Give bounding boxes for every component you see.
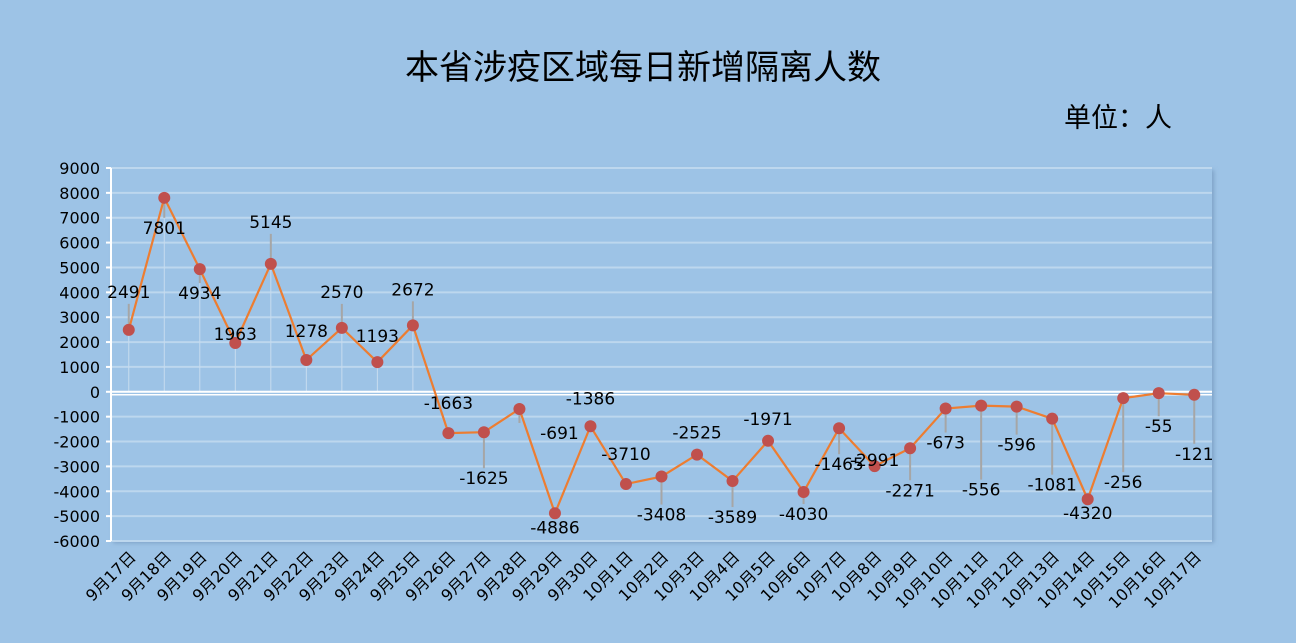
data-label: 1278 xyxy=(285,322,328,342)
data-label: -55 xyxy=(1145,417,1173,437)
data-point-marker xyxy=(1081,493,1094,506)
data-label: -4030 xyxy=(779,505,828,525)
data-point-marker xyxy=(904,442,917,455)
y-tick-label: 9000 xyxy=(59,159,100,178)
data-point-marker xyxy=(868,460,881,473)
y-tick-label: 2000 xyxy=(59,333,100,352)
y-tick-label: -1000 xyxy=(54,408,101,427)
data-point-marker xyxy=(691,448,704,461)
y-tick-label: -3000 xyxy=(54,457,101,476)
data-label: -2271 xyxy=(885,481,934,501)
data-label: 7801 xyxy=(143,219,186,239)
data-label: -2525 xyxy=(672,424,721,444)
y-tick-label: 5000 xyxy=(59,258,100,277)
category-gridlines xyxy=(128,197,414,392)
data-point-marker xyxy=(193,263,206,276)
data-label: -673 xyxy=(926,434,965,454)
data-point-marker xyxy=(1152,387,1165,400)
data-point-marker xyxy=(513,402,526,415)
data-label: -691 xyxy=(540,424,579,444)
data-point-marker xyxy=(477,426,490,439)
data-point-marker xyxy=(939,402,952,415)
data-point-marker xyxy=(1010,400,1023,413)
y-tick-label: 6000 xyxy=(59,234,100,253)
data-label: 4934 xyxy=(178,284,221,304)
y-tick-label: -6000 xyxy=(54,532,101,551)
data-point-marker xyxy=(1046,412,1059,425)
data-label: 5145 xyxy=(249,213,292,233)
data-point-marker xyxy=(797,486,810,499)
data-labels: 2491 7801 4934 1963 5145 1278 2570 1193 2672 -166… xyxy=(107,213,1213,538)
gridlines xyxy=(111,167,1212,542)
data-label: -2991 xyxy=(850,451,899,471)
data-label: -3589 xyxy=(708,508,757,528)
data-point-marker xyxy=(762,434,775,447)
data-label: -1625 xyxy=(459,469,508,489)
data-label: -3408 xyxy=(637,506,686,526)
data-point-marker xyxy=(975,399,988,412)
data-point-marker xyxy=(655,470,668,483)
data-label: -1971 xyxy=(743,410,792,430)
data-point-marker xyxy=(726,475,739,488)
data-label: -4886 xyxy=(530,518,579,538)
data-point-marker xyxy=(406,319,419,332)
y-tick-label: 7000 xyxy=(59,209,100,228)
y-tick-label: -2000 xyxy=(54,433,101,452)
data-label: -4320 xyxy=(1063,504,1112,524)
data-label: -1465 xyxy=(814,455,863,475)
y-tick-label: 3000 xyxy=(59,308,100,327)
data-point-marker xyxy=(619,478,632,491)
data-point-marker xyxy=(442,427,455,440)
unit-label: 单位：人 xyxy=(1064,103,1172,134)
y-tick-label: 8000 xyxy=(59,184,100,203)
data-label: 2570 xyxy=(320,283,363,303)
data-label: -121 xyxy=(1175,445,1214,465)
y-tick-label: -4000 xyxy=(54,482,101,501)
data-label: 2491 xyxy=(107,283,150,303)
y-tick-label: 4000 xyxy=(59,283,100,302)
data-point-marker xyxy=(229,336,242,349)
y-tick-label: -5000 xyxy=(54,507,101,526)
data-point-marker xyxy=(548,507,561,520)
chart-title: 本省涉疫区域每日新增隔离人数 xyxy=(405,48,881,88)
data-label: -596 xyxy=(997,436,1036,456)
data-label: -1386 xyxy=(566,389,615,409)
data-point-marker xyxy=(122,323,135,336)
data-label: -3710 xyxy=(601,445,650,465)
data-point-marker xyxy=(371,356,384,369)
y-tick-label: 1000 xyxy=(59,358,100,377)
data-point-marker xyxy=(1117,392,1130,405)
data-label: -256 xyxy=(1104,473,1143,493)
data-point-marker xyxy=(335,321,348,334)
data-point-marker xyxy=(300,354,313,367)
data-point-marker xyxy=(1188,388,1201,401)
data-markers xyxy=(122,191,1201,520)
y-tick-label: 0 xyxy=(90,383,100,402)
data-label: -556 xyxy=(962,481,1001,501)
data-label: -1081 xyxy=(1027,476,1076,496)
data-point-marker xyxy=(264,257,277,270)
data-label: 2672 xyxy=(391,280,434,300)
data-point-marker xyxy=(158,191,171,204)
data-label: 1963 xyxy=(214,325,257,345)
data-point-marker xyxy=(833,422,846,435)
data-label: -1663 xyxy=(424,394,473,414)
y-axis: 9000 8000 7000 6000 5000 4000 3000 2000 1000 0 -10… xyxy=(54,159,112,551)
data-label: 1193 xyxy=(356,327,399,347)
data-point-marker xyxy=(584,420,597,433)
